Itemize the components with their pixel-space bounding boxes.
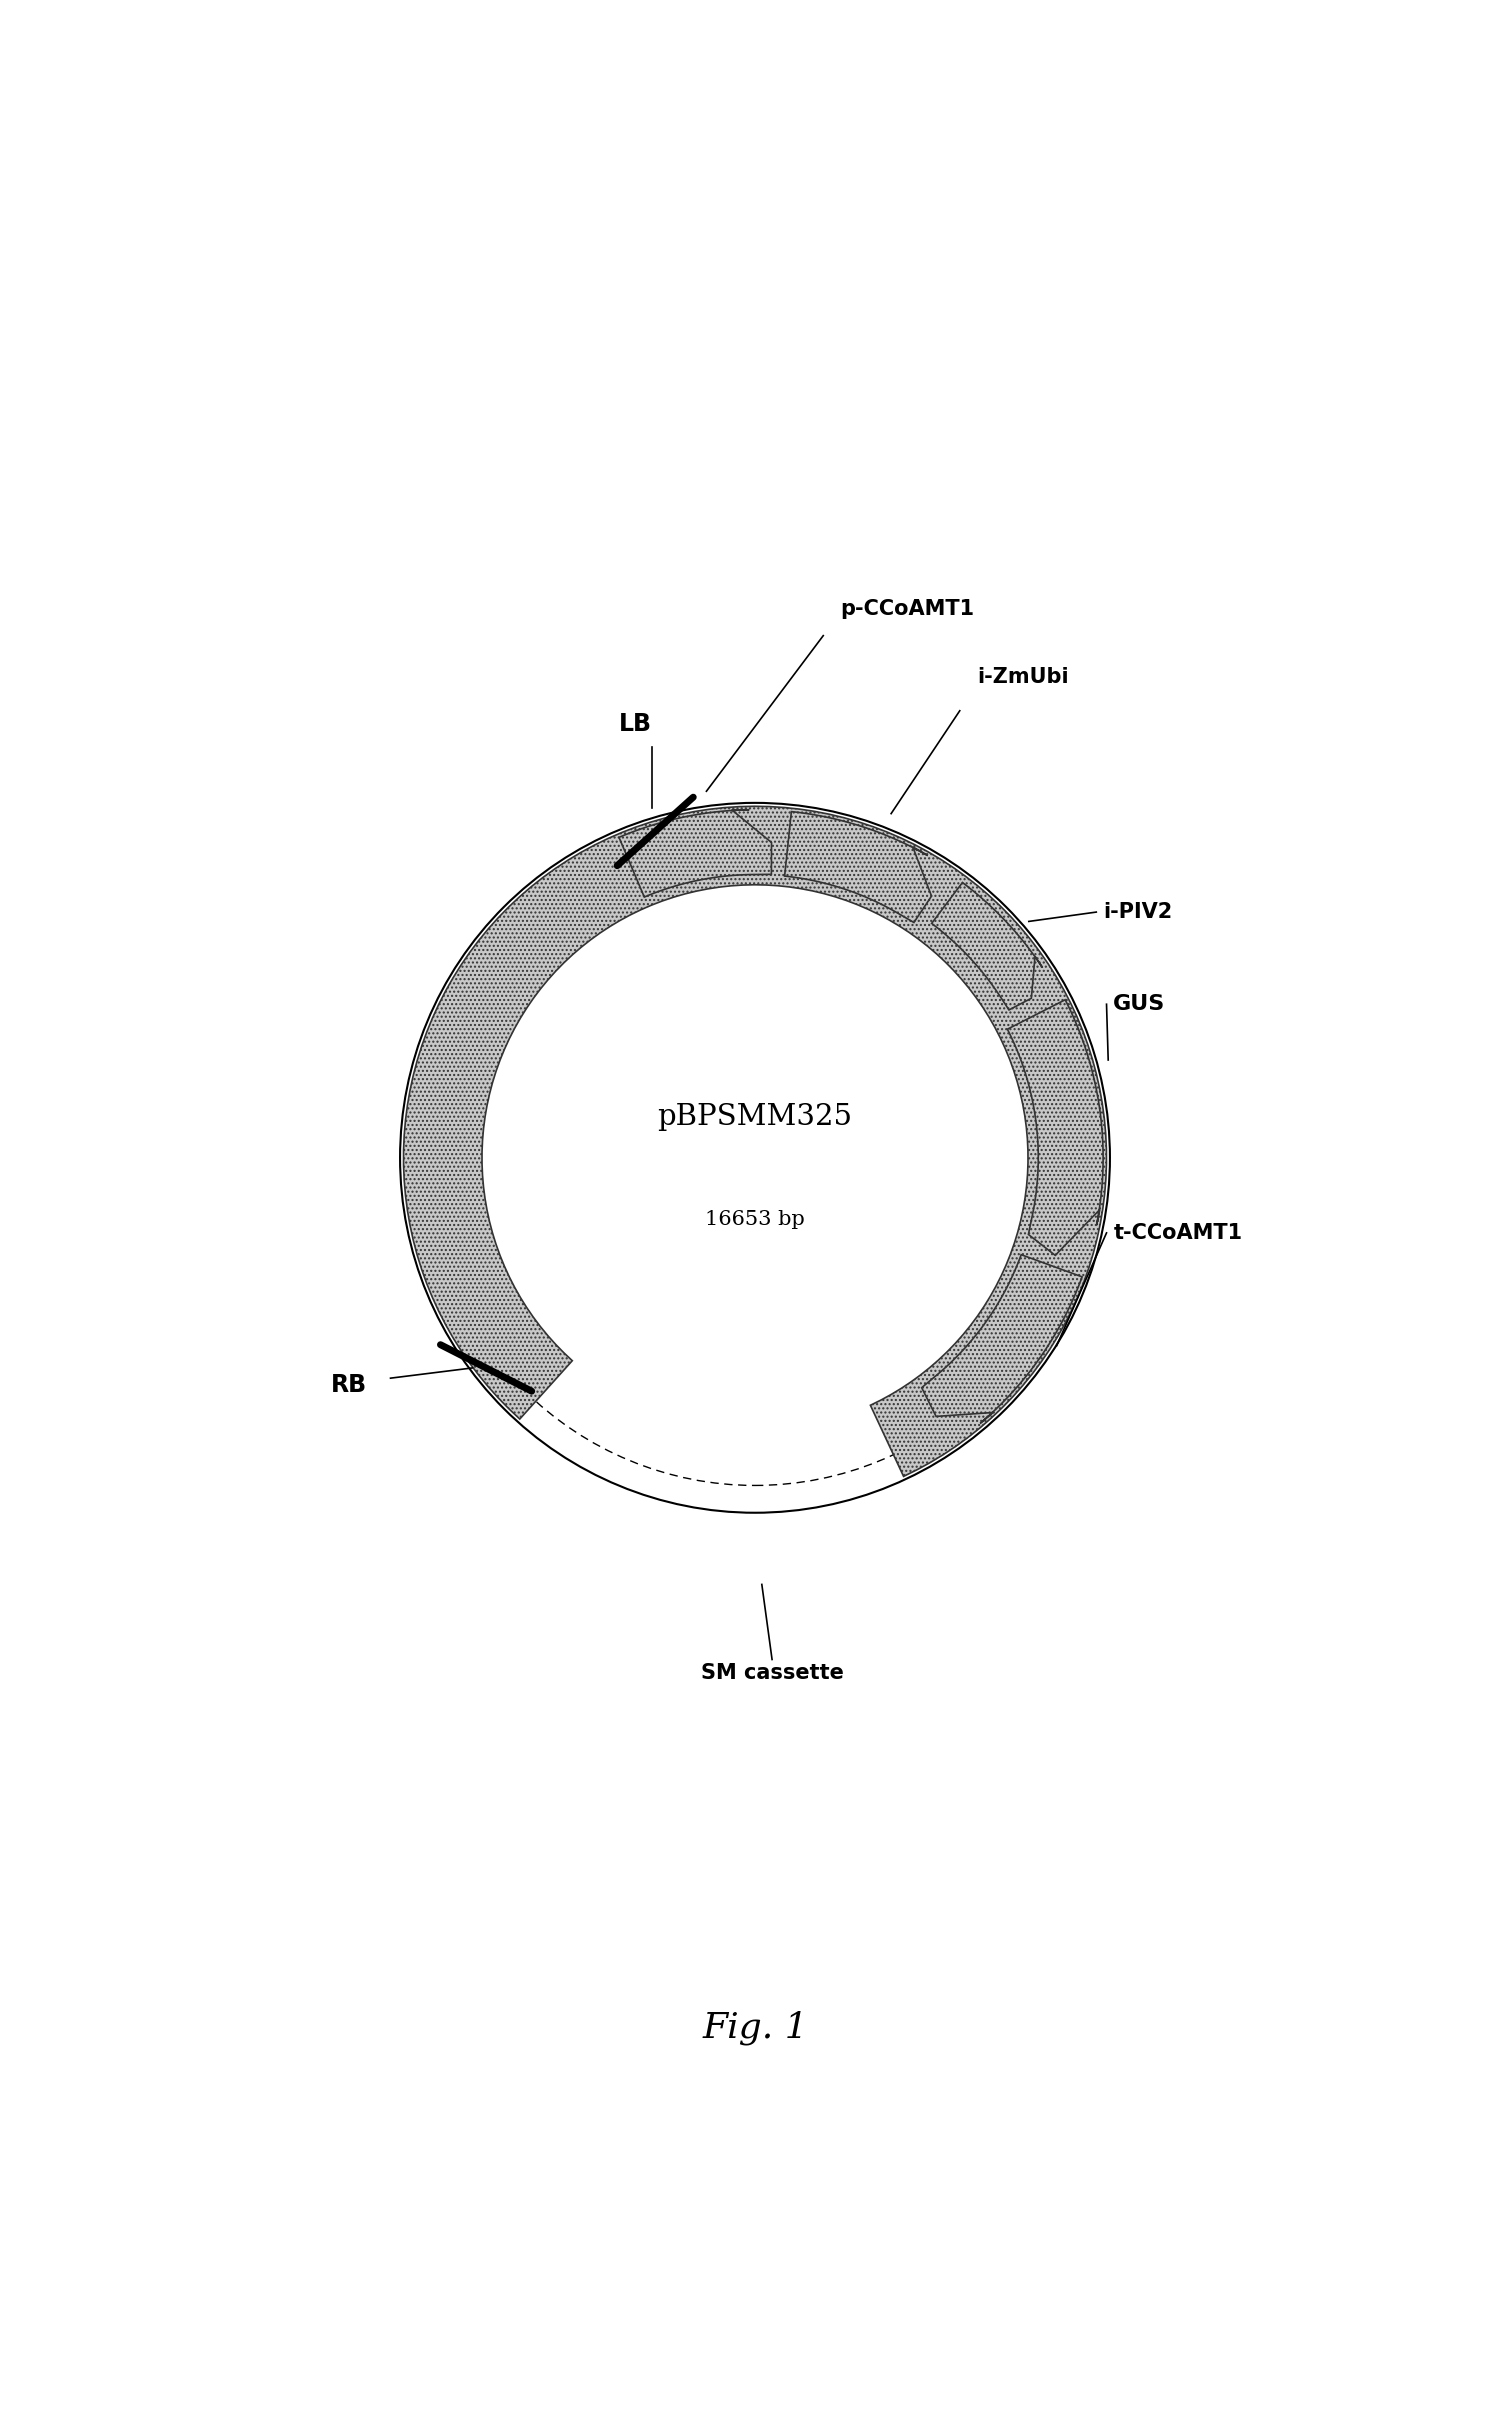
- Text: pBPSMM325: pBPSMM325: [657, 1103, 853, 1132]
- Polygon shape: [921, 1255, 1083, 1424]
- Text: GUS: GUS: [1113, 994, 1166, 1013]
- Text: t-CCoAMT1: t-CCoAMT1: [1113, 1224, 1243, 1243]
- Text: 16653 bp: 16653 bp: [705, 1209, 805, 1228]
- Text: p-CCoAMT1: p-CCoAMT1: [841, 600, 974, 619]
- Text: i-ZmUbi: i-ZmUbi: [977, 667, 1069, 687]
- Text: LB: LB: [619, 713, 652, 737]
- Text: RB: RB: [331, 1373, 367, 1398]
- Text: Fig. 1: Fig. 1: [702, 2012, 808, 2046]
- Polygon shape: [1007, 999, 1104, 1255]
- Polygon shape: [619, 810, 772, 897]
- Polygon shape: [785, 812, 932, 924]
- Text: SM cassette: SM cassette: [701, 1664, 844, 1683]
- Text: i-PIV2: i-PIV2: [1104, 902, 1172, 921]
- Polygon shape: [932, 883, 1042, 1011]
- Polygon shape: [403, 805, 1107, 1477]
